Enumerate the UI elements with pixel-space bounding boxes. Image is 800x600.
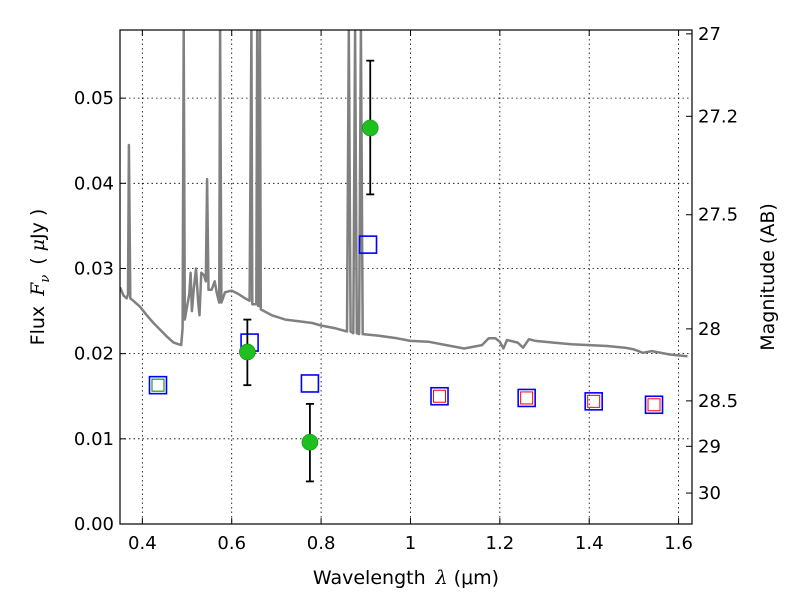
y-tick-label: 0.00 xyxy=(74,514,114,535)
mag-tick-label: 28.5 xyxy=(698,391,738,412)
x-tick-label: 1.4 xyxy=(575,533,604,554)
observed-point xyxy=(239,343,256,361)
model-inner-square-marker xyxy=(520,391,534,405)
model-inner-square-marker xyxy=(151,378,165,392)
x-tick-label: 0.8 xyxy=(307,533,336,554)
model-inner-square-marker xyxy=(647,398,661,412)
model-square-marker xyxy=(430,386,449,406)
x-tick-label: 1.6 xyxy=(664,533,693,554)
model-spectrum xyxy=(120,30,688,358)
y-tick-label: 0.05 xyxy=(74,88,114,109)
mag-tick-label: 30 xyxy=(698,483,721,504)
x-tick-label: 1 xyxy=(405,533,416,554)
mag-tick-label: 27 xyxy=(698,24,721,45)
y-tick-label: 0.02 xyxy=(74,344,114,365)
y2-axis-label: Magnitude (AB) xyxy=(757,203,779,351)
model-square-marker xyxy=(148,375,168,395)
x-tick-label: 1.2 xyxy=(486,533,515,554)
observed-point xyxy=(301,433,319,451)
y-tick-label: 0.01 xyxy=(74,429,114,450)
model-square-marker xyxy=(584,392,603,411)
mag-tick-label: 27.2 xyxy=(698,106,738,127)
x-axis-label: Wavelength λ (μm) xyxy=(313,567,499,589)
y-tick-label: 0.04 xyxy=(74,173,114,194)
model-square-marker xyxy=(644,395,664,415)
observed-point xyxy=(361,119,379,137)
y-axis-label: FluxFν(μJy) xyxy=(27,209,53,346)
data-markers xyxy=(148,59,664,483)
mag-tick-label: 28 xyxy=(698,319,721,340)
model-inner-square-marker xyxy=(433,389,447,403)
model-inner-square-marker xyxy=(587,394,601,408)
model-square-marker xyxy=(300,374,320,393)
model-square-marker xyxy=(358,235,378,254)
plot-frame xyxy=(119,29,693,525)
y-tick-label: 0.03 xyxy=(74,258,114,279)
mag-tick-label: 27.5 xyxy=(698,205,738,226)
x-tick-label: 0.4 xyxy=(128,533,157,554)
model-square-marker xyxy=(517,388,536,408)
spectrum-line xyxy=(120,30,688,358)
mag-tick-label: 29 xyxy=(698,436,721,457)
axis-ticks: 0.4 0.6 0.8 1 1.2 1.4 1.6 0.00 0.01 0.02 0.03 0.04 0… xyxy=(74,24,738,554)
x-tick-label: 0.6 xyxy=(217,533,246,554)
